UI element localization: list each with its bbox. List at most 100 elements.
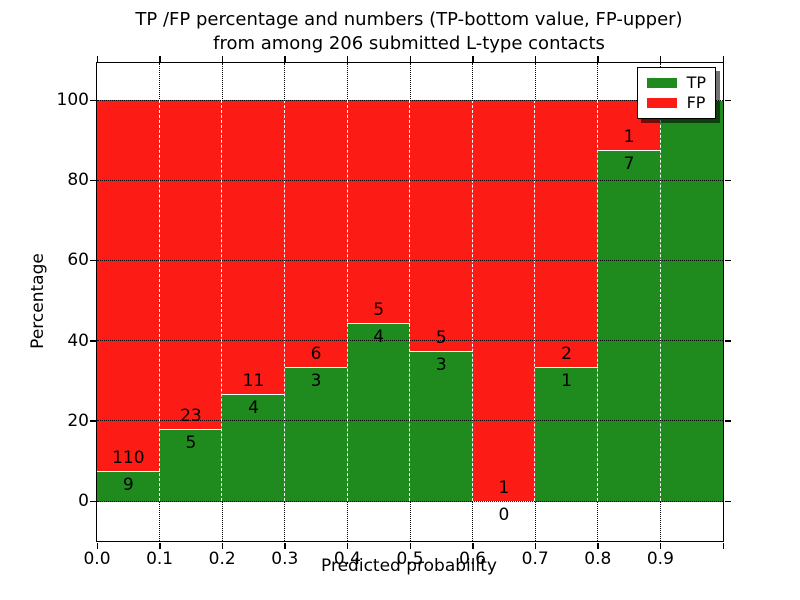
bar-separator [597, 100, 599, 501]
x-tick-mark [159, 542, 161, 549]
bar-separator [221, 100, 223, 501]
x-tick-label: 0.6 [459, 549, 487, 569]
bar-segment-tp [284, 367, 348, 502]
y-tick-mark [89, 259, 96, 262]
fp-value-label: 1 [623, 127, 635, 148]
x-axis-label: Predicted probability [321, 556, 497, 576]
x-tick-label: 0.7 [521, 549, 549, 569]
bar-segment-fp [284, 100, 348, 368]
bar-segment-fp [347, 100, 410, 323]
x-tick-label: 0.2 [208, 549, 236, 569]
tp-value-label: 7 [623, 154, 635, 175]
tp-value-label: 0 [498, 505, 510, 525]
y-tick-mark [89, 420, 96, 422]
bar-separator [158, 100, 160, 501]
tp-value-label: 1 [561, 371, 572, 392]
tp-value-label: 4 [373, 326, 385, 347]
y-tick-mark [724, 259, 731, 262]
y-tick-mark [89, 340, 96, 342]
y-tick-mark [724, 420, 731, 422]
y-tick-label: 80 [67, 170, 89, 191]
fp-value-label: 110 [112, 447, 145, 468]
fp-value-label: 23 [180, 406, 202, 427]
bar-separator [659, 100, 661, 501]
bar-segment-fp [159, 100, 223, 430]
horizontal-gridline [97, 340, 723, 342]
x-tick-mark [96, 542, 98, 549]
x-tick-mark [221, 55, 224, 62]
x-tick-label: 0.1 [146, 549, 174, 569]
tp-value-label: 3 [310, 371, 322, 392]
x-tick-label: 0.0 [83, 549, 111, 569]
fp-value-label: 1 [498, 478, 510, 498]
legend-swatch-tp [646, 78, 677, 88]
chart-title-line2: from among 206 submitted L-type contacts [213, 33, 605, 54]
y-tick-label: 40 [67, 330, 89, 351]
y-tick-label: 60 [67, 250, 89, 271]
horizontal-gridline [97, 259, 723, 261]
bar-segment-fp [222, 100, 285, 395]
bar-segment-fp [410, 100, 473, 351]
x-tick-mark [722, 542, 724, 549]
legend-label: TP [686, 73, 706, 92]
bar-segment-tp [97, 470, 160, 502]
chart-title: TP /FP percentage and numbers (TP-bottom… [96, 8, 722, 56]
tp-value-label: 9 [122, 474, 134, 495]
legend-row: FP [646, 93, 706, 113]
bar-segment-fp [535, 100, 598, 368]
x-tick-label: 0.4 [333, 549, 361, 569]
bar-segment-tp [222, 394, 285, 502]
bar-separator [284, 100, 286, 501]
x-tick-mark [346, 542, 349, 549]
x-tick-mark [472, 542, 474, 549]
x-tick-mark [346, 55, 349, 62]
tp-value-label: 3 [435, 354, 447, 375]
x-tick-label: 0.9 [646, 549, 674, 569]
bar-separator [409, 100, 411, 501]
y-tick-mark [89, 99, 96, 101]
horizontal-gridline [97, 500, 723, 502]
y-tick-mark [89, 500, 96, 502]
legend-label: FP [686, 93, 706, 112]
x-tick-mark [159, 55, 161, 62]
x-tick-label: 0.8 [584, 549, 612, 569]
horizontal-gridline [97, 99, 723, 101]
bar-segment-tp [535, 367, 598, 502]
tp-value-label: 4 [248, 398, 259, 419]
x-tick-label: 0.3 [271, 549, 299, 569]
x-tick-mark [221, 542, 224, 549]
y-axis-label: Percentage [28, 253, 48, 349]
bar-segment-tp [410, 350, 473, 502]
x-tick-mark [597, 55, 599, 62]
fp-value-label: 5 [373, 299, 385, 320]
y-tick-mark [724, 99, 731, 101]
x-tick-mark [597, 542, 599, 549]
bar-segment-tp [660, 100, 723, 502]
horizontal-gridline [97, 179, 723, 181]
bar-segment-tp [347, 322, 410, 502]
fp-value-label: 11 [242, 371, 265, 392]
legend-swatch-fp [646, 98, 677, 108]
horizontal-gridline [97, 420, 723, 422]
y-tick-mark [724, 340, 731, 342]
x-tick-label: 0.5 [396, 549, 424, 569]
x-tick-mark [722, 55, 724, 62]
chart-title-line1: TP /FP percentage and numbers (TP-bottom… [135, 9, 683, 30]
fp-value-label: 2 [561, 344, 572, 365]
x-tick-mark [659, 55, 662, 62]
y-tick-mark [724, 500, 731, 502]
legend-row: TP [646, 73, 706, 93]
y-tick-mark [89, 179, 96, 182]
bar-separator [346, 100, 348, 501]
x-tick-mark [534, 542, 537, 549]
fp-value-label: 5 [435, 327, 447, 348]
y-tick-mark [724, 179, 731, 182]
bar-segment-fp [472, 100, 536, 501]
y-tick-label: 100 [56, 90, 89, 110]
x-tick-mark [284, 55, 286, 62]
x-tick-mark [409, 542, 411, 549]
bar-separator [471, 100, 473, 501]
x-tick-mark [409, 55, 411, 62]
